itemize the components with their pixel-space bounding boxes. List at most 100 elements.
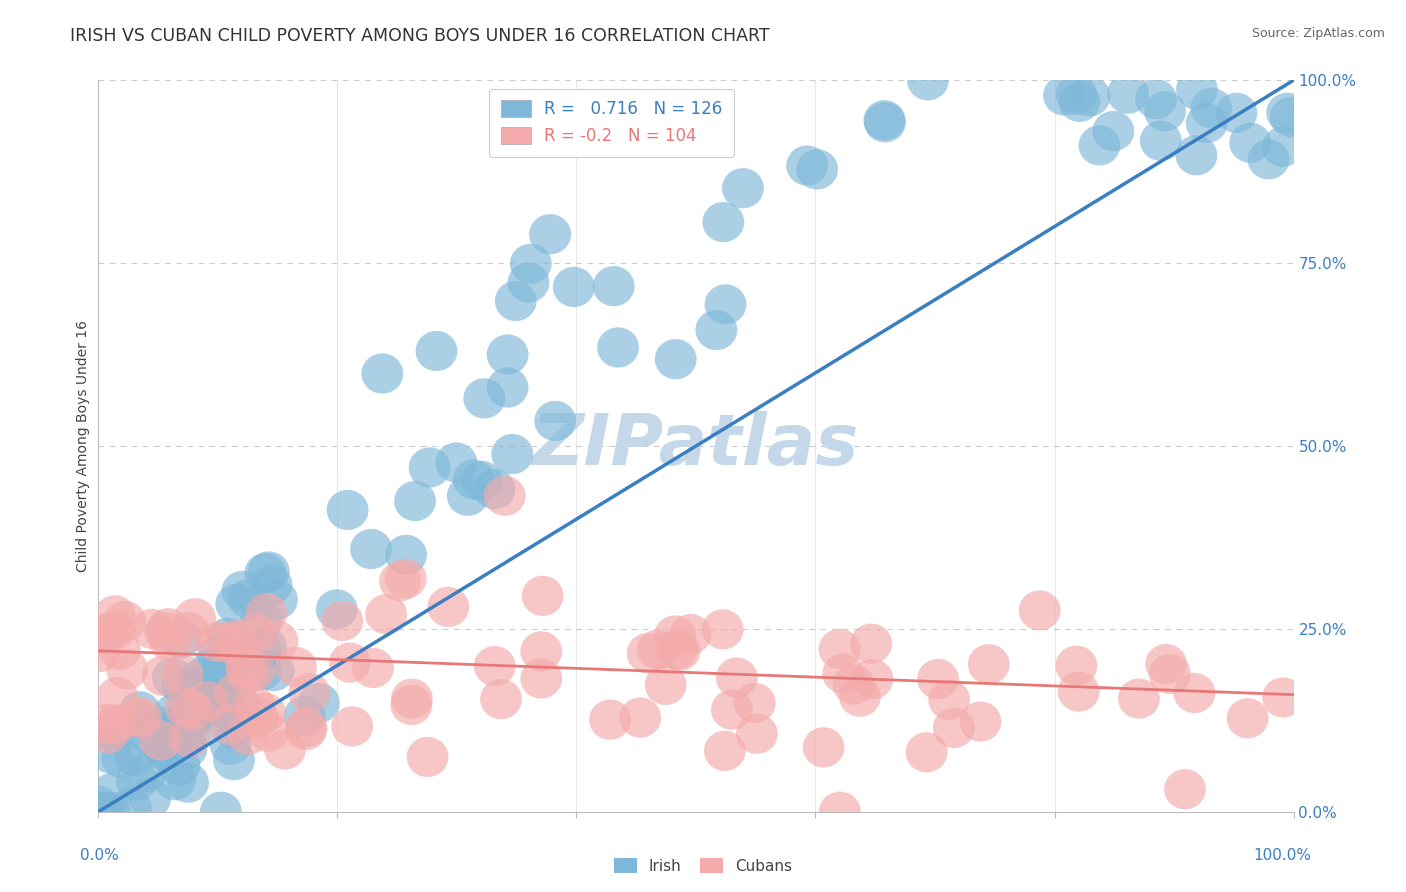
Ellipse shape: [352, 648, 394, 688]
Ellipse shape: [143, 731, 186, 771]
Ellipse shape: [162, 666, 204, 706]
Ellipse shape: [233, 651, 276, 691]
Ellipse shape: [491, 434, 533, 475]
Ellipse shape: [1135, 79, 1177, 120]
Ellipse shape: [191, 648, 233, 689]
Ellipse shape: [654, 615, 696, 656]
Ellipse shape: [288, 673, 330, 713]
Ellipse shape: [172, 698, 214, 739]
Ellipse shape: [495, 281, 537, 321]
Ellipse shape: [645, 665, 686, 705]
Ellipse shape: [723, 168, 763, 209]
Ellipse shape: [823, 654, 865, 694]
Ellipse shape: [1175, 136, 1218, 176]
Ellipse shape: [1263, 127, 1303, 167]
Ellipse shape: [1175, 70, 1218, 110]
Ellipse shape: [118, 691, 160, 731]
Ellipse shape: [172, 690, 214, 731]
Ellipse shape: [818, 791, 860, 832]
Ellipse shape: [110, 788, 152, 828]
Ellipse shape: [734, 682, 776, 723]
Ellipse shape: [256, 580, 298, 620]
Ellipse shape: [598, 327, 638, 368]
Ellipse shape: [486, 334, 529, 375]
Ellipse shape: [107, 649, 148, 690]
Ellipse shape: [207, 622, 247, 662]
Ellipse shape: [1118, 679, 1160, 719]
Ellipse shape: [329, 642, 371, 682]
Ellipse shape: [453, 459, 495, 500]
Ellipse shape: [326, 490, 368, 530]
Ellipse shape: [1144, 91, 1185, 131]
Ellipse shape: [276, 647, 316, 687]
Ellipse shape: [211, 632, 252, 672]
Ellipse shape: [619, 698, 661, 738]
Ellipse shape: [245, 627, 287, 667]
Ellipse shape: [350, 529, 392, 569]
Ellipse shape: [212, 708, 254, 748]
Ellipse shape: [153, 694, 195, 734]
Ellipse shape: [146, 731, 187, 771]
Ellipse shape: [534, 401, 576, 441]
Ellipse shape: [1191, 87, 1232, 128]
Ellipse shape: [264, 730, 307, 770]
Ellipse shape: [167, 763, 209, 803]
Ellipse shape: [285, 707, 328, 747]
Ellipse shape: [486, 368, 529, 408]
Ellipse shape: [436, 442, 477, 483]
Ellipse shape: [233, 686, 276, 726]
Ellipse shape: [1107, 74, 1149, 114]
Ellipse shape: [218, 628, 259, 669]
Ellipse shape: [94, 595, 136, 636]
Text: ZIPatlas: ZIPatlas: [533, 411, 859, 481]
Ellipse shape: [139, 720, 181, 761]
Ellipse shape: [1149, 654, 1191, 694]
Ellipse shape: [246, 593, 287, 633]
Ellipse shape: [200, 791, 242, 832]
Ellipse shape: [148, 608, 190, 648]
Ellipse shape: [217, 620, 259, 660]
Ellipse shape: [285, 710, 326, 750]
Ellipse shape: [474, 469, 516, 509]
Ellipse shape: [865, 103, 905, 143]
Ellipse shape: [94, 711, 136, 751]
Ellipse shape: [1164, 769, 1206, 809]
Y-axis label: Child Poverty Among Boys Under 16: Child Poverty Among Boys Under 16: [76, 320, 90, 572]
Ellipse shape: [1267, 93, 1308, 133]
Ellipse shape: [702, 609, 744, 649]
Ellipse shape: [832, 665, 875, 705]
Ellipse shape: [207, 660, 249, 700]
Ellipse shape: [160, 618, 201, 658]
Ellipse shape: [711, 690, 752, 730]
Ellipse shape: [79, 632, 121, 673]
Ellipse shape: [159, 746, 201, 786]
Ellipse shape: [655, 339, 696, 379]
Ellipse shape: [704, 731, 745, 771]
Ellipse shape: [474, 646, 516, 686]
Ellipse shape: [200, 661, 240, 701]
Ellipse shape: [207, 618, 249, 658]
Ellipse shape: [917, 659, 959, 699]
Text: IRISH VS CUBAN CHILD POVERTY AMONG BOYS UNDER 16 CORRELATION CHART: IRISH VS CUBAN CHILD POVERTY AMONG BOYS …: [70, 27, 770, 45]
Ellipse shape: [172, 709, 214, 749]
Ellipse shape: [703, 202, 744, 243]
Ellipse shape: [240, 600, 283, 640]
Ellipse shape: [1270, 97, 1312, 137]
Ellipse shape: [735, 714, 778, 754]
Ellipse shape: [1174, 673, 1215, 713]
Ellipse shape: [1216, 93, 1257, 133]
Ellipse shape: [208, 705, 250, 745]
Ellipse shape: [117, 697, 157, 737]
Ellipse shape: [245, 693, 287, 733]
Ellipse shape: [167, 696, 209, 736]
Legend: Irish, Cubans: Irish, Cubans: [607, 852, 799, 880]
Ellipse shape: [366, 594, 406, 634]
Legend: R =   0.716   N = 126, R = -0.2   N = 104: R = 0.716 N = 126, R = -0.2 N = 104: [489, 88, 734, 157]
Ellipse shape: [669, 614, 711, 654]
Ellipse shape: [163, 719, 205, 759]
Ellipse shape: [1057, 672, 1099, 712]
Ellipse shape: [863, 100, 905, 140]
Ellipse shape: [322, 601, 363, 641]
Ellipse shape: [416, 331, 457, 371]
Ellipse shape: [1078, 125, 1121, 166]
